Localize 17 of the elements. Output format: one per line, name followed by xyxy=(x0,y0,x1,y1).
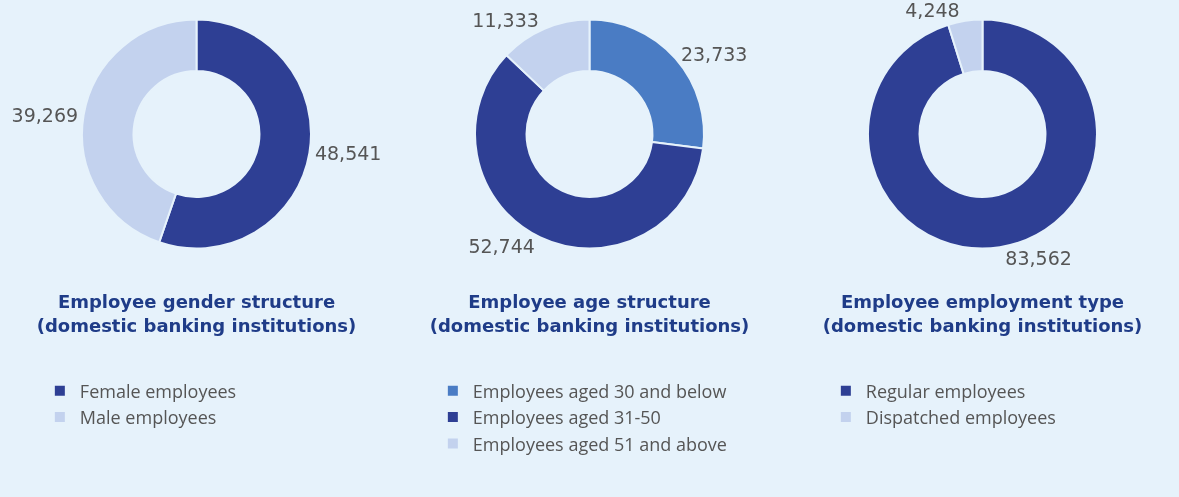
legend-label: Female employees xyxy=(79,378,237,403)
text: Employee employment type (domestic banking institutions) xyxy=(822,291,1143,336)
data-label: 39,269 xyxy=(11,103,79,126)
legend-label: Regular employees xyxy=(865,378,1026,403)
legend-label: Male employees xyxy=(79,405,217,430)
data-label: 52,744 xyxy=(468,235,535,258)
data-label: 11,333 xyxy=(472,8,539,31)
legend-label: Employees aged 30 and below xyxy=(472,378,727,403)
text: Employee age structure (domestic banking institutions) xyxy=(429,291,750,336)
data-label: 83,562 xyxy=(1005,246,1072,269)
text: Employee gender structure (domestic banking institutions) xyxy=(36,291,357,336)
legend-label: Employees aged 51 and above xyxy=(472,431,727,456)
data-label: 4,248 xyxy=(905,0,960,22)
data-label: 23,733 xyxy=(680,42,748,65)
legend-label: Employees aged 31-50 xyxy=(472,405,661,430)
data-label: 48,541 xyxy=(314,142,382,165)
legend-label: Dispatched employees xyxy=(865,405,1056,430)
